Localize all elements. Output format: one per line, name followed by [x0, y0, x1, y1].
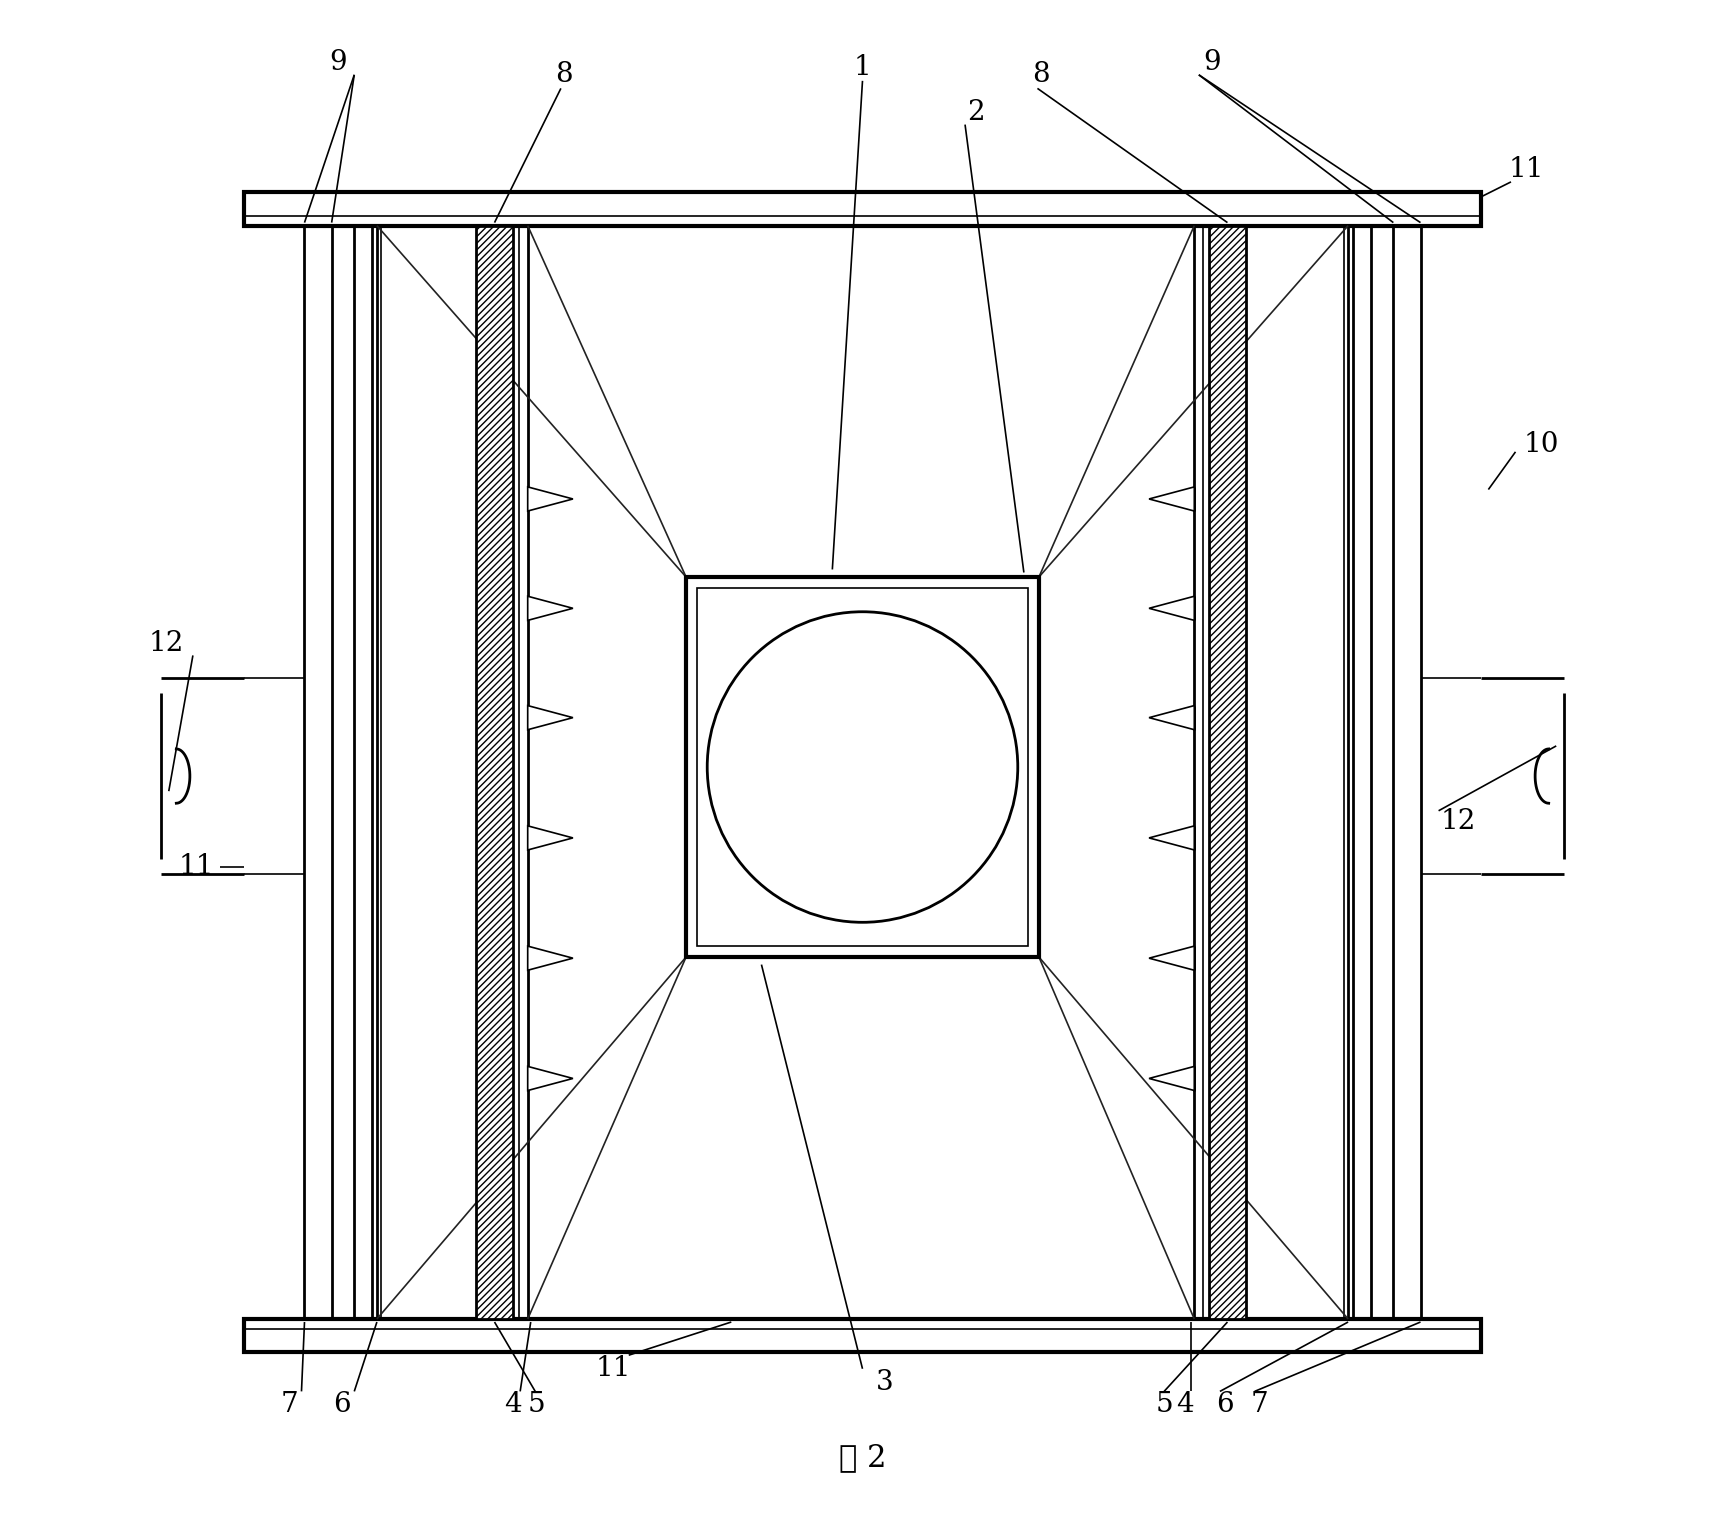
- Bar: [245, 1320, 1480, 1352]
- Bar: [687, 577, 1038, 957]
- Text: 8: 8: [1032, 61, 1049, 88]
- Text: 5: 5: [528, 1391, 545, 1419]
- Polygon shape: [1149, 597, 1194, 621]
- Polygon shape: [528, 826, 573, 849]
- Polygon shape: [1149, 1067, 1194, 1091]
- Bar: [245, 192, 1480, 225]
- Text: 5: 5: [1156, 1391, 1173, 1419]
- Polygon shape: [1149, 826, 1194, 849]
- Text: 7: 7: [1251, 1391, 1268, 1419]
- Text: 6: 6: [333, 1391, 350, 1419]
- Bar: [697, 587, 1028, 947]
- Text: 2: 2: [966, 99, 985, 126]
- Text: 1: 1: [854, 53, 871, 81]
- Polygon shape: [1149, 487, 1194, 511]
- Text: 11: 11: [1508, 157, 1544, 183]
- Bar: [1209, 225, 1245, 1320]
- Text: 4: 4: [1176, 1391, 1194, 1419]
- Text: 7: 7: [281, 1391, 298, 1419]
- Polygon shape: [528, 487, 573, 511]
- Text: 10: 10: [1523, 431, 1559, 458]
- Text: 9: 9: [329, 49, 347, 76]
- Text: 12: 12: [148, 630, 183, 658]
- Text: 8: 8: [555, 61, 573, 88]
- Text: 图 2: 图 2: [838, 1443, 887, 1473]
- Text: 11: 11: [595, 1355, 631, 1382]
- Text: 6: 6: [1216, 1391, 1233, 1419]
- Polygon shape: [528, 597, 573, 621]
- Bar: [476, 225, 512, 1320]
- Polygon shape: [528, 706, 573, 729]
- Polygon shape: [528, 947, 573, 970]
- Text: 3: 3: [876, 1368, 894, 1396]
- Text: 9: 9: [1204, 49, 1221, 76]
- Polygon shape: [1149, 706, 1194, 729]
- Text: 11: 11: [178, 852, 214, 880]
- Text: 4: 4: [504, 1391, 521, 1419]
- Text: 12: 12: [1440, 808, 1477, 836]
- Polygon shape: [1149, 947, 1194, 970]
- Polygon shape: [528, 1067, 573, 1091]
